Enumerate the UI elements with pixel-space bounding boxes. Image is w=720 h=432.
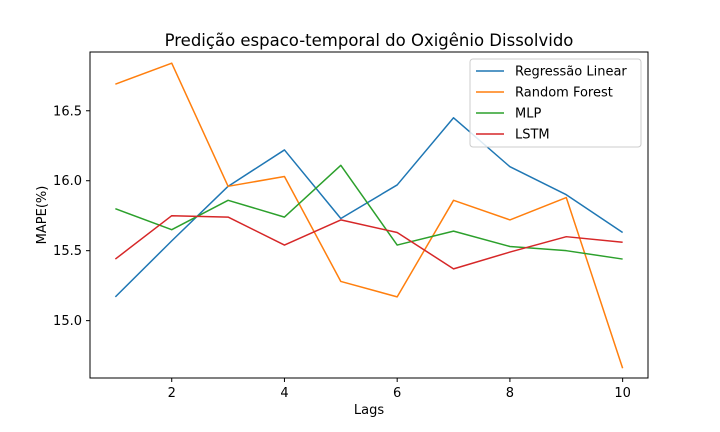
legend-label-1: Regressão Linear bbox=[515, 65, 627, 80]
series-line-3 bbox=[115, 164, 623, 260]
series-line-2 bbox=[115, 62, 624, 369]
legend-box bbox=[469, 58, 642, 148]
y-tick-label: 15.5 bbox=[53, 244, 82, 259]
chart-title: Predição espaco-temporal do Oxigênio Dis… bbox=[165, 31, 574, 50]
y-axis-label: MAPE(%) bbox=[35, 186, 50, 245]
x-axis: 2 4 6 8 10 bbox=[168, 378, 631, 401]
legend-label-2: Random Forest bbox=[515, 86, 613, 101]
plot-frame bbox=[89, 51, 649, 379]
y-tick-label: 16.5 bbox=[53, 104, 82, 119]
legend-label-3: MLP bbox=[515, 107, 541, 122]
y-tick-label: 15.0 bbox=[53, 314, 82, 329]
legend: Regressão Linear Random Forest MLP LSTM bbox=[469, 58, 642, 148]
series-line-1 bbox=[114, 117, 624, 298]
y-axis: 15.0 15.5 16.0 16.5 bbox=[53, 104, 90, 329]
series-line-4 bbox=[114, 214, 623, 270]
x-tick-label: 2 bbox=[168, 386, 176, 401]
x-tick-label: 6 bbox=[393, 386, 401, 401]
legend-label-4: LSTM bbox=[515, 128, 550, 143]
x-axis-label: Lags bbox=[354, 403, 384, 418]
plot-area bbox=[114, 62, 624, 369]
x-tick-label: 10 bbox=[614, 386, 631, 401]
y-tick-label: 16.0 bbox=[53, 174, 82, 189]
x-tick-label: 8 bbox=[506, 386, 514, 401]
x-tick-label: 4 bbox=[280, 386, 288, 401]
